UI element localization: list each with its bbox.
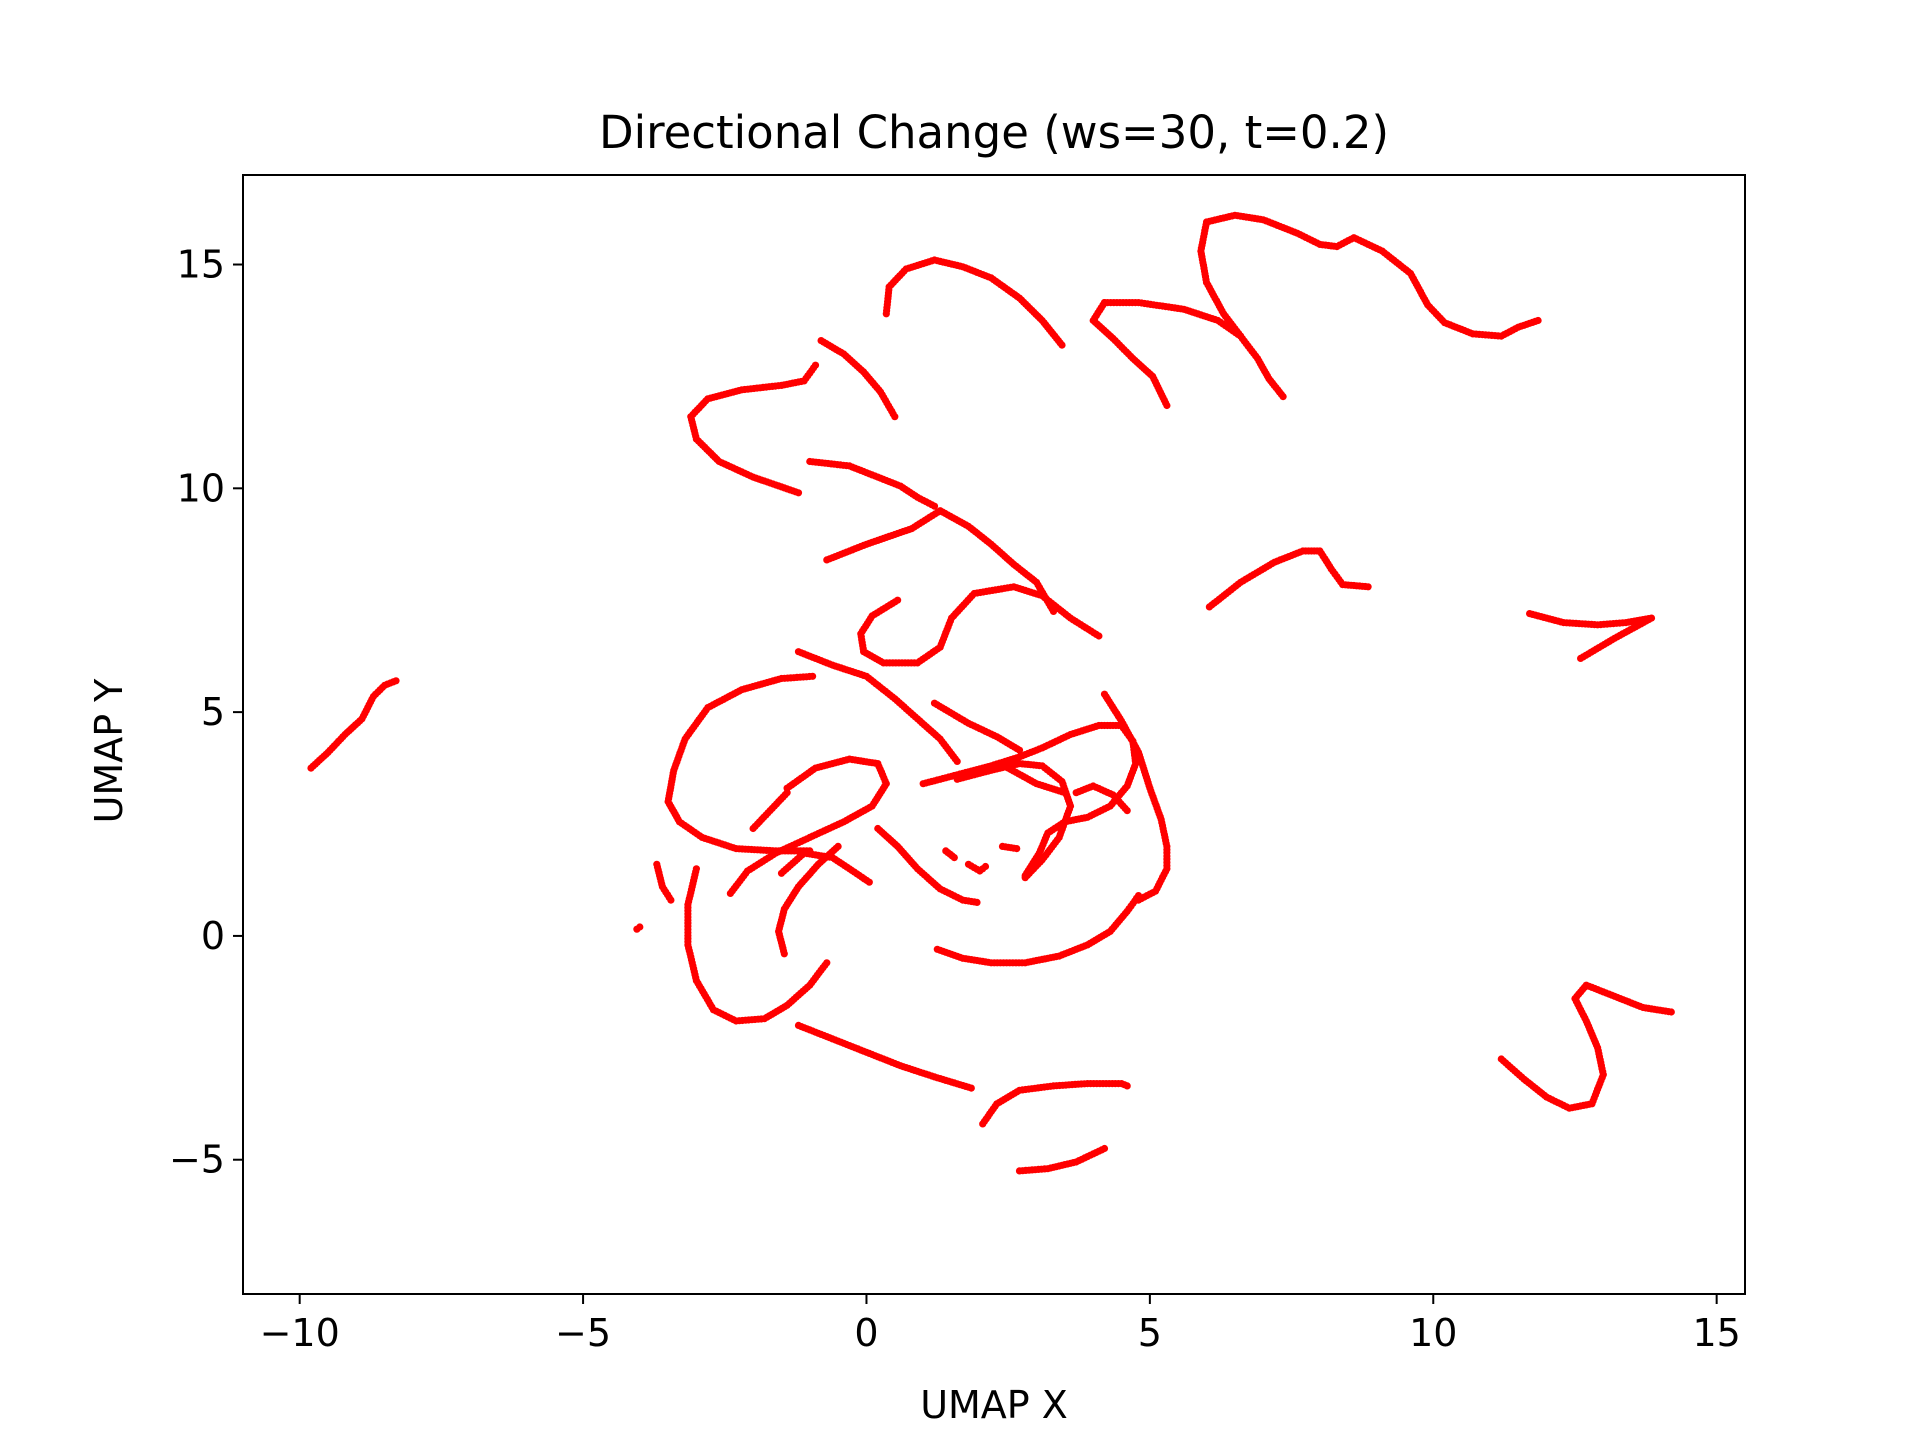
data-point (1100, 1144, 1109, 1153)
trajectory-1 (633, 923, 644, 933)
data-point (953, 757, 961, 766)
data-point (891, 413, 899, 421)
data-point (973, 898, 981, 907)
data-point (1163, 401, 1171, 410)
data-point (950, 854, 958, 862)
data-point (823, 959, 831, 967)
data-point (1123, 1082, 1131, 1090)
trajectory-32 (794, 1021, 975, 1092)
x-tick-label: −10 (260, 1311, 340, 1355)
trajectory-5 (1197, 211, 1542, 340)
trajectory-33 (979, 1080, 1131, 1128)
trajectory-34 (1015, 1144, 1109, 1175)
plot-area-frame (242, 174, 1746, 1295)
trajectory-23 (930, 699, 1024, 754)
trajectory-9 (823, 507, 1058, 616)
y-axis-ticks: −5 0 5 10 15 (169, 243, 243, 1182)
data-point (1013, 845, 1021, 853)
y-tick-label: 0 (201, 914, 225, 958)
trajectory-17 (653, 860, 675, 904)
y-tick-label: 10 (177, 466, 225, 510)
data-point (667, 896, 675, 904)
chart-title: Directional Change (ws=30, t=0.2) (599, 106, 1389, 159)
trajectory-7 (817, 337, 899, 421)
x-tick-label: 5 (1138, 1311, 1162, 1355)
y-tick-label: 15 (177, 243, 225, 287)
data-point (967, 1084, 975, 1092)
trajectory-0 (307, 677, 400, 772)
trajectory-13 (794, 648, 961, 766)
data-point (1667, 1008, 1675, 1016)
trajectory-12 (1526, 610, 1656, 663)
data-point (1095, 632, 1103, 640)
data-point (1123, 807, 1131, 815)
data-point (1364, 583, 1372, 591)
trajectory-29 (942, 847, 958, 862)
data-point (1534, 316, 1542, 325)
trajectory-28 (933, 892, 1143, 967)
plot-points (307, 211, 1675, 1175)
trajectory-15 (726, 755, 890, 898)
data-point (794, 489, 803, 497)
trajectory-31 (998, 842, 1021, 853)
data-point (1058, 341, 1066, 349)
data-point (1577, 654, 1585, 663)
trajectory-8 (806, 457, 939, 510)
x-axis-label: UMAP X (920, 1383, 1068, 1427)
trajectory-25 (1004, 764, 1069, 797)
x-axis-ticks: −10 −5 0 5 10 15 (260, 1294, 1741, 1355)
data-point (865, 878, 873, 886)
y-tick-label: 5 (201, 690, 225, 734)
trajectory-2 (882, 256, 1066, 349)
data-point (636, 923, 644, 931)
trajectory-18 (684, 865, 831, 1025)
trajectory-20 (777, 849, 873, 886)
data-point (1021, 874, 1029, 882)
trajectory-6 (687, 361, 820, 497)
data-point (1061, 789, 1069, 797)
x-tick-label: −5 (555, 1311, 611, 1355)
data-point (392, 677, 400, 685)
data-point (930, 502, 939, 510)
trajectory-35 (1497, 981, 1675, 1112)
x-tick-label: 15 (1692, 1311, 1740, 1355)
data-point (726, 889, 735, 898)
data-point (981, 862, 990, 871)
x-tick-label: 10 (1409, 1311, 1457, 1355)
data-point (1134, 892, 1143, 900)
trajectory-4 (1089, 299, 1171, 410)
data-point (1015, 746, 1024, 754)
y-tick-label: −5 (169, 1138, 225, 1182)
trajectory-16 (749, 789, 791, 833)
data-point (783, 789, 791, 797)
data-point (1279, 393, 1287, 401)
trajectory-21 (874, 824, 981, 907)
trajectory-30 (964, 860, 990, 875)
trajectory-26 (1072, 782, 1131, 815)
x-tick-label: 0 (854, 1311, 878, 1355)
trajectory-10 (857, 583, 1103, 667)
trajectory-27 (1100, 690, 1171, 904)
y-axis-label: UMAP Y (87, 678, 131, 824)
trajectory-11 (1205, 547, 1372, 611)
data-point (780, 950, 788, 958)
trajectory-14 (664, 672, 817, 855)
